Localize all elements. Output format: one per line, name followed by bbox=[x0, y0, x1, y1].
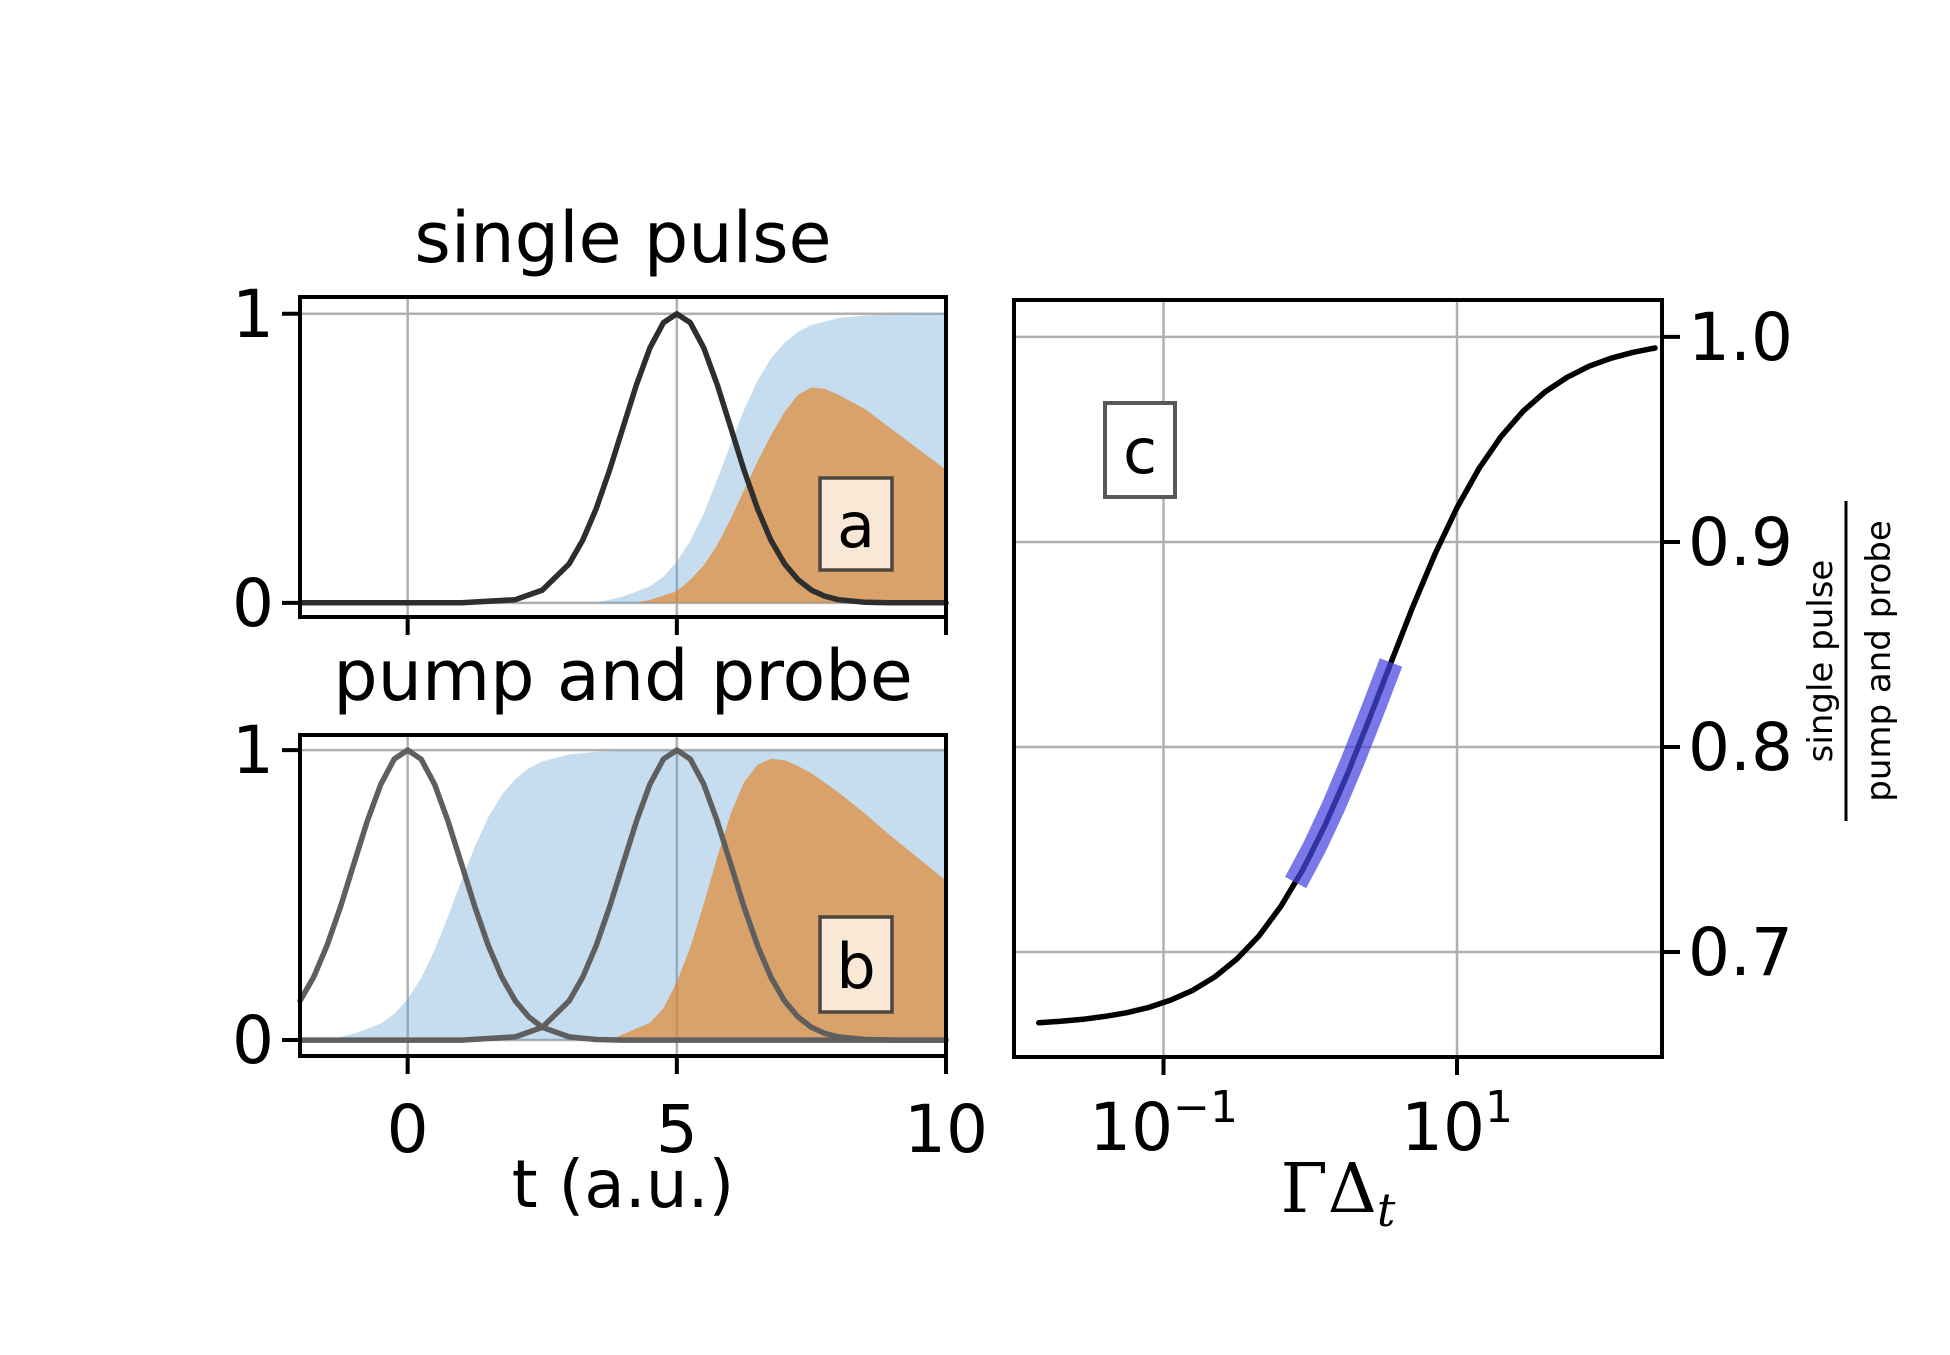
y-tick-label: 1 bbox=[232, 276, 274, 353]
panel-c-tag-letter: c bbox=[1123, 415, 1157, 488]
y-tick-label: 0.7 bbox=[1688, 914, 1793, 991]
pulse-envelope bbox=[297, 311, 949, 606]
panel-b-title: pump and probe bbox=[333, 635, 913, 717]
panel-a-tag-letter: a bbox=[837, 489, 875, 562]
x-tick-label: 10 bbox=[904, 1091, 988, 1168]
axes-spines bbox=[298, 733, 948, 1058]
y-tick-label: 0 bbox=[232, 1002, 274, 1079]
axes-spines bbox=[298, 295, 948, 619]
panel-b-tag: b bbox=[818, 915, 894, 1014]
panel-a-title: single pulse bbox=[414, 197, 831, 279]
panel-c-xaxis-label-main: ΓΔ bbox=[1281, 1150, 1377, 1229]
panel-c: 10−1 101 1.0 0.9 0.8 0.7 bbox=[1012, 298, 1793, 1166]
panel-c-yaxis-fraction-label: single pulse pump and probe bbox=[1801, 501, 1899, 821]
fraction-denominator: pump and probe bbox=[1859, 520, 1899, 802]
y-tick-label: 0.9 bbox=[1688, 504, 1793, 581]
y-tick-label: 0.8 bbox=[1688, 709, 1793, 786]
x-tick-label: 10−1 bbox=[1089, 1082, 1238, 1166]
panel-a-tag-box bbox=[818, 476, 894, 572]
panel-c-xaxis-label: ΓΔt bbox=[1281, 1150, 1396, 1237]
pump-pulse-envelope bbox=[297, 747, 949, 1043]
panel-c-xaxis-label-sub: t bbox=[1377, 1183, 1396, 1237]
x-tick-label: 0 bbox=[387, 1091, 429, 1168]
x-tick-label: 101 bbox=[1401, 1082, 1513, 1166]
probe-pulse-envelope bbox=[297, 747, 949, 1043]
panel-b-xaxis-label: t (a.u.) bbox=[512, 1146, 735, 1223]
panel-c-tag: c bbox=[1103, 401, 1177, 499]
panel-c-tag-box bbox=[1103, 401, 1177, 499]
axes-spines bbox=[1012, 298, 1664, 1059]
y-tick-label: 1.0 bbox=[1688, 299, 1793, 376]
panel-b-tag-box bbox=[818, 915, 894, 1014]
panel-a-tag: a bbox=[818, 476, 894, 572]
y-tick-label: 0 bbox=[232, 565, 274, 642]
panel-b-tag-letter: b bbox=[836, 930, 875, 1003]
y-tick-label: 1 bbox=[232, 712, 274, 789]
fraction-numerator: single pulse bbox=[1801, 560, 1841, 763]
x-tick-label: 5 bbox=[656, 1091, 698, 1168]
panel-a: 10 bbox=[232, 276, 949, 642]
highlighted-ratio-range bbox=[1285, 658, 1403, 889]
